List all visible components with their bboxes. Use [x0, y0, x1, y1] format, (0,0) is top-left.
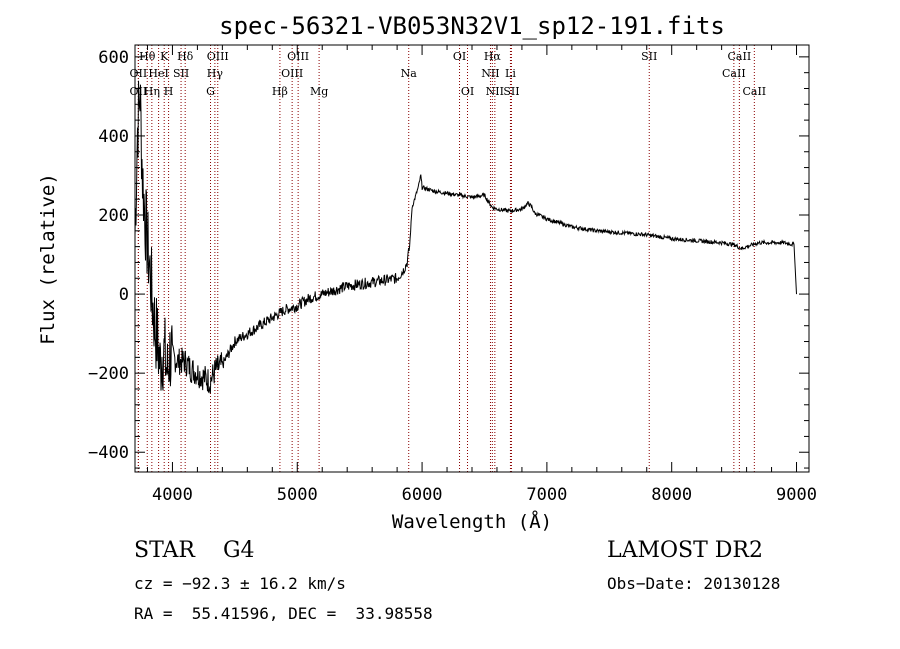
line-label-11: SII: [173, 67, 189, 80]
x-tick-label: 6000: [402, 485, 443, 505]
object-class: STAR G4: [134, 538, 255, 563]
line-label-16: Li: [505, 67, 516, 80]
plot-frame: [134, 44, 810, 473]
y-tick-label: 600: [98, 48, 129, 68]
line-label-2: Hδ: [177, 50, 194, 63]
line-label-15: NII: [481, 67, 499, 80]
line-label-27: CaII: [742, 85, 766, 98]
line-label-0: Hθ: [139, 50, 156, 63]
line-label-20: H: [164, 85, 174, 98]
axis-ticks: 4000 5000 6000 7000 8000 9000 −400 −200 0 200 400 6…: [88, 45, 817, 505]
x-axis-label: Wavelength (Å): [392, 510, 552, 533]
line-label-3: OIII: [207, 50, 229, 63]
line-label-19: Hη: [144, 85, 160, 98]
line-label-6: Hα: [484, 50, 502, 63]
line-label-5: OI: [453, 50, 466, 63]
y-tick-label: 400: [98, 127, 129, 147]
line-label-9: OII: [130, 67, 148, 80]
line-label-17: CaII: [722, 67, 746, 80]
x-tick-label: 4000: [152, 485, 193, 505]
chart-title: spec-56321-VB053N32V1_sp12-191.fits: [219, 12, 725, 40]
line-label-23: Mg: [310, 85, 328, 98]
line-label-13: OIII: [281, 67, 303, 80]
x-tick-label: 8000: [651, 485, 692, 505]
redshift-value: cz = −92.3 ± 16.2 km/s: [134, 574, 346, 593]
line-label-25: NII: [486, 85, 504, 98]
y-tick-label: −200: [88, 364, 129, 384]
emission-line-markers: [137, 45, 755, 472]
line-label-8: CaII: [728, 50, 752, 63]
line-label-22: Hβ: [272, 85, 288, 98]
line-label-24: OI: [461, 85, 474, 98]
x-tick-label: 5000: [277, 485, 318, 505]
spectrum-line: [134, 80, 797, 394]
line-label-7: SII: [641, 50, 657, 63]
line-label-21: G: [206, 85, 215, 98]
x-tick-label: 7000: [526, 485, 567, 505]
survey-name: LAMOST DR2: [607, 538, 763, 563]
coordinates: RA = 55.41596, DEC = 33.98558: [134, 604, 433, 623]
line-label-1: K: [160, 50, 169, 63]
emission-line-labels: Hθ K Hδ OIII OIII OI Hα SII CaII OII HeI SII Hγ OIII N…: [130, 50, 767, 98]
y-tick-label: 0: [119, 285, 129, 305]
line-label-12: Hγ: [207, 67, 224, 80]
y-axis-label: Flux (relative): [37, 173, 59, 345]
y-tick-label: −400: [88, 443, 129, 463]
line-label-14: Na: [401, 67, 418, 80]
y-tick-label: 200: [98, 206, 129, 226]
line-label-4: OIII: [287, 50, 309, 63]
line-label-10: HeI: [148, 67, 168, 80]
observation-date: Obs−Date: 20130128: [607, 574, 781, 593]
line-label-26: SII: [503, 85, 519, 98]
x-tick-label: 9000: [776, 485, 817, 505]
